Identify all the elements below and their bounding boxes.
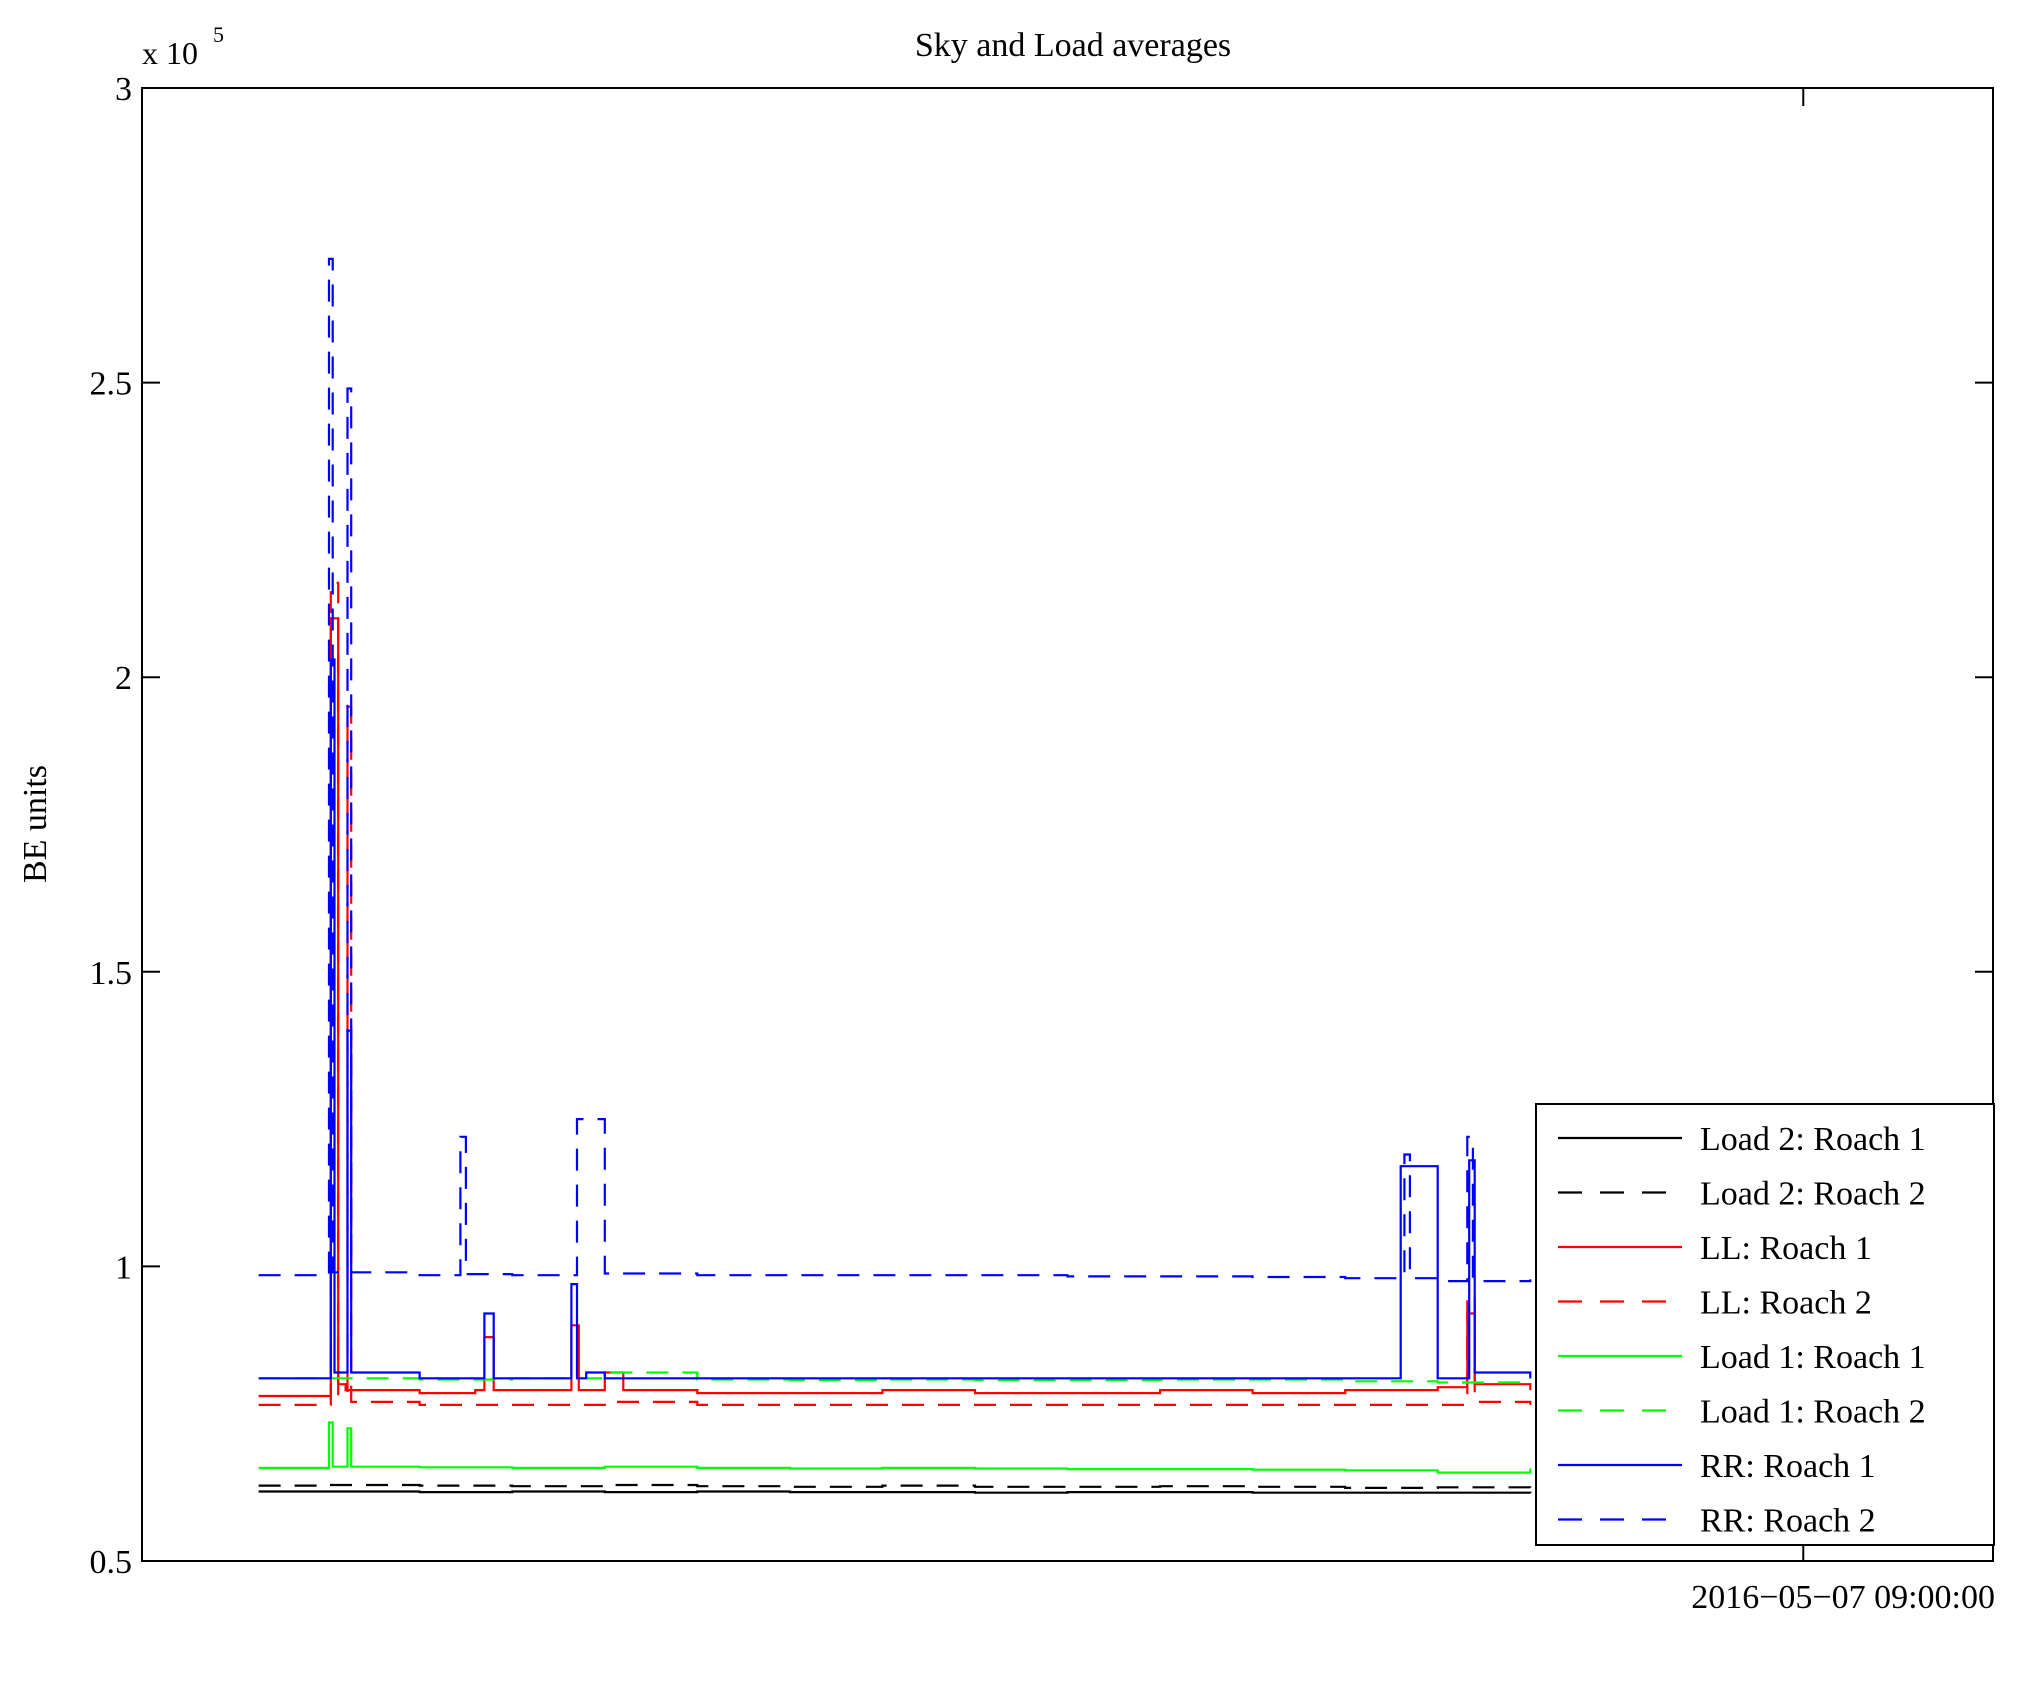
y-tick-label-4: 2 (115, 660, 132, 697)
series-line-1 (258, 1490, 1532, 1494)
legend-label-5: Load 1: Roach 1 (1700, 1339, 1926, 1376)
series-line-7 (258, 658, 1532, 1380)
legend-label-4: LL: Roach 2 (1700, 1285, 1872, 1322)
series-line-5 (258, 1421, 1532, 1474)
y-tick-label-6: 3 (115, 71, 132, 108)
axis-ticks: 0.5 1 1.5 2 2.5 3 2016−05−07 09:00:00 (90, 71, 1996, 1616)
data-layer (258, 257, 1532, 1494)
y-tick-label-5: 2.5 (90, 366, 133, 403)
series-line-4 (258, 581, 1532, 1406)
legend-label-8: RR: Roach 2 (1700, 1503, 1876, 1540)
y-tick-label-3: 1.5 (90, 955, 133, 992)
legend-label-2: Load 2: Roach 2 (1700, 1176, 1926, 1213)
y-tick-label-2: 1 (115, 1249, 132, 1286)
y-tick-label-1: 0.5 (90, 1544, 133, 1581)
legend-box (1535, 1103, 1995, 1546)
y-axis-exponent-base: x 10 (142, 35, 198, 71)
legend: Load 2: Roach 1 Load 2: Roach 2 LL: Roach … (1535, 1103, 1995, 1546)
series-line-8 (258, 257, 1532, 1283)
legend-label-6: Load 1: Roach 2 (1700, 1394, 1926, 1431)
series-line-3 (258, 617, 1532, 1398)
y-axis-label: BE units (17, 765, 54, 883)
legend-label-3: LL: Roach 1 (1700, 1230, 1872, 1267)
y-axis-exponent-power: 5 (213, 22, 224, 47)
chart-title: Sky and Load averages (915, 27, 1231, 64)
legend-label-7: RR: Roach 1 (1700, 1448, 1876, 1485)
x-tick-label-1: 2016−05−07 09:00:00 (1691, 1579, 1995, 1616)
series-line-2 (258, 1483, 1532, 1489)
plot-frame (141, 87, 1994, 1562)
legend-label-1: Load 2: Roach 1 (1700, 1121, 1926, 1158)
